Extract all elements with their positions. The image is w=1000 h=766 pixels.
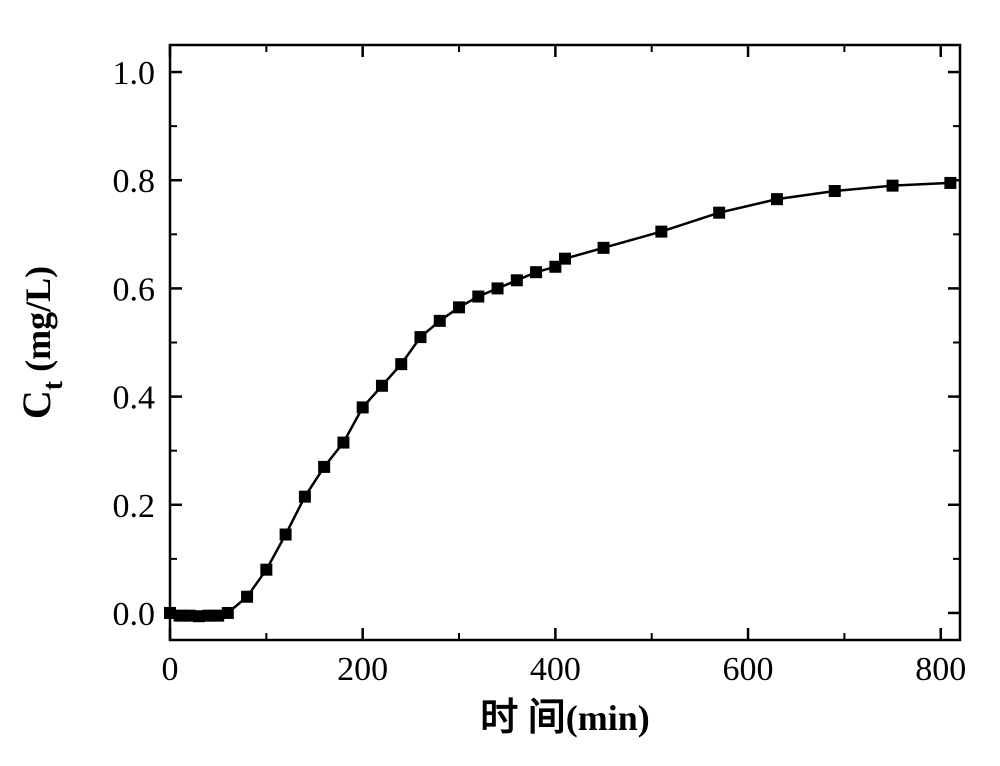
data-marker bbox=[656, 226, 667, 237]
y-axis-label: Ct (mg/L) bbox=[14, 266, 69, 419]
data-line bbox=[170, 183, 950, 616]
x-tick-label: 200 bbox=[337, 651, 388, 688]
data-marker bbox=[242, 591, 253, 602]
data-marker bbox=[319, 461, 330, 472]
data-marker bbox=[492, 283, 503, 294]
data-marker bbox=[829, 186, 840, 197]
data-marker bbox=[454, 302, 465, 313]
data-marker bbox=[473, 291, 484, 302]
y-tick-label: 0.6 bbox=[113, 271, 156, 308]
data-marker bbox=[280, 529, 291, 540]
data-marker bbox=[531, 267, 542, 278]
x-axis-label: 时 间(min) bbox=[480, 697, 650, 739]
x-tick-label: 800 bbox=[915, 651, 966, 688]
x-tick-label: 600 bbox=[723, 651, 774, 688]
data-marker bbox=[222, 607, 233, 618]
data-marker bbox=[560, 253, 571, 264]
chart-container: 0 200 400 600 800 0.0 0.2 0.4 0.6 0.8 1.0 时 间(min) C… bbox=[0, 0, 1000, 766]
y-tick-label: 1.0 bbox=[113, 55, 156, 92]
x-tick-label: 400 bbox=[530, 651, 581, 688]
data-marker bbox=[261, 564, 272, 575]
y-tick-label: 0.8 bbox=[113, 163, 156, 200]
data-marker bbox=[598, 242, 609, 253]
chart-svg: 0 200 400 600 800 0.0 0.2 0.4 0.6 0.8 1.0 时 间(min) C… bbox=[0, 0, 1000, 766]
data-marker bbox=[945, 177, 956, 188]
y-tick-label: 0.0 bbox=[113, 596, 156, 633]
data-marker bbox=[376, 380, 387, 391]
data-marker bbox=[357, 402, 368, 413]
data-marker bbox=[511, 275, 522, 286]
data-marker bbox=[415, 332, 426, 343]
data-marker bbox=[396, 359, 407, 370]
x-tick-label: 0 bbox=[162, 651, 179, 688]
y-tick-label: 0.2 bbox=[113, 488, 156, 525]
data-marker bbox=[338, 437, 349, 448]
data-marker bbox=[771, 194, 782, 205]
data-marker bbox=[714, 207, 725, 218]
y-tick-label: 0.4 bbox=[113, 380, 156, 417]
data-marker bbox=[299, 491, 310, 502]
data-marker bbox=[887, 180, 898, 191]
plot-frame bbox=[170, 45, 960, 640]
data-marker bbox=[434, 315, 445, 326]
